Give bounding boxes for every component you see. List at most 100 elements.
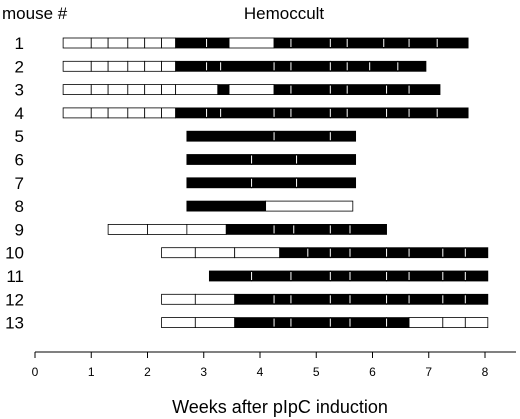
negative-segment <box>161 60 177 72</box>
positive-segment <box>251 177 297 189</box>
positive-segment <box>386 270 410 282</box>
positive-segment <box>329 37 348 49</box>
negative-segment <box>62 37 92 49</box>
negative-segment <box>161 317 196 329</box>
positive-segment <box>386 293 410 305</box>
x-tick-label: 4 <box>257 365 264 379</box>
mouse-label: 5 <box>15 127 24 146</box>
mouse-row: 11 <box>6 267 489 286</box>
positive-segment <box>464 270 489 282</box>
mouse-row: 9 <box>15 220 387 239</box>
mouse-label: 9 <box>15 220 24 239</box>
negative-segment <box>90 37 109 49</box>
positive-segment <box>186 154 252 165</box>
negative-segment <box>175 84 219 95</box>
negative-segment <box>228 84 275 95</box>
negative-segment <box>161 107 177 119</box>
mouse-row: 12 <box>5 290 489 309</box>
positive-segment <box>329 107 348 119</box>
mouse-row: 8 <box>15 197 354 216</box>
positive-segment <box>329 293 351 305</box>
positive-segment <box>346 37 385 49</box>
positive-segment <box>386 247 410 259</box>
negative-segment <box>186 223 227 235</box>
positive-segment <box>329 223 351 235</box>
positive-segment <box>349 317 387 329</box>
x-tick-label: 2 <box>144 365 151 379</box>
positive-segment <box>217 84 230 95</box>
positive-segment <box>346 84 387 95</box>
positive-segment <box>175 37 207 49</box>
positive-segment <box>273 130 331 142</box>
positive-segment <box>349 223 387 235</box>
positive-segment <box>234 293 275 305</box>
negative-segment <box>194 247 236 259</box>
negative-segment <box>234 247 281 259</box>
mouse-row: 13 <box>5 314 489 333</box>
mouse-label: 11 <box>6 267 24 286</box>
positive-segment <box>369 60 399 72</box>
mouse-row: 6 <box>15 151 357 170</box>
positive-segment <box>290 270 331 282</box>
negative-segment <box>442 317 466 329</box>
positive-segment <box>397 60 427 72</box>
negative-segment <box>127 60 146 72</box>
positive-segment <box>349 270 387 282</box>
negative-segment <box>144 84 162 95</box>
negative-segment <box>161 37 177 49</box>
positive-segment <box>408 37 438 49</box>
positive-segment <box>206 107 222 119</box>
row-axis-label: mouse # <box>2 4 68 23</box>
positive-segment <box>329 130 357 142</box>
positive-segment <box>186 200 267 212</box>
mouse-row: 3 <box>15 81 441 100</box>
mouse-row: 1 <box>15 34 469 53</box>
mouse-row: 5 <box>15 127 357 146</box>
positive-segment <box>290 84 331 95</box>
x-axis-label: Weeks after pIpC induction <box>172 397 388 417</box>
positive-segment <box>279 247 309 259</box>
positive-segment <box>225 223 275 235</box>
positive-segment <box>296 154 357 165</box>
negative-segment <box>127 107 146 119</box>
positive-segment <box>386 317 410 329</box>
positive-segment <box>186 177 252 189</box>
positive-segment <box>349 293 387 305</box>
positive-segment <box>175 107 207 119</box>
positive-segment <box>206 37 230 49</box>
positive-segment <box>290 107 331 119</box>
positive-segment <box>273 293 292 305</box>
positive-segment <box>329 247 351 259</box>
positive-segment <box>329 60 348 72</box>
positive-segment <box>234 317 275 329</box>
positive-segment <box>296 177 357 189</box>
positive-segment <box>290 37 331 49</box>
negative-segment <box>194 293 236 305</box>
positive-segment <box>329 317 351 329</box>
negative-segment <box>144 37 162 49</box>
negative-segment <box>147 223 188 235</box>
positive-segment <box>436 37 469 49</box>
mouse-label: 12 <box>5 290 24 309</box>
mouse-row: 4 <box>15 104 469 123</box>
mouse-label: 4 <box>15 104 24 123</box>
negative-segment <box>265 200 354 212</box>
negative-segment <box>228 37 275 49</box>
positive-segment <box>464 293 489 305</box>
mouse-row: 7 <box>15 174 357 193</box>
positive-segment <box>408 84 441 95</box>
x-tick-label: 5 <box>313 365 320 379</box>
positive-segment <box>386 84 410 95</box>
positive-segment <box>386 107 410 119</box>
positive-segment <box>383 37 410 49</box>
mouse-row: 2 <box>15 57 427 76</box>
positive-segment <box>442 293 466 305</box>
mouse-label: 13 <box>5 314 24 333</box>
negative-segment <box>107 37 129 49</box>
positive-segment <box>273 107 292 119</box>
positive-segment <box>442 247 466 259</box>
negative-segment <box>90 84 109 95</box>
positive-segment <box>273 317 292 329</box>
